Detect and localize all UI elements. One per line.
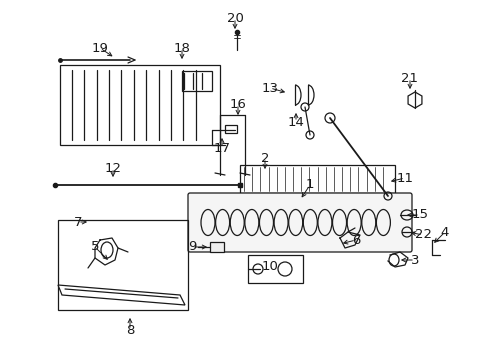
Text: 19: 19: [91, 41, 108, 54]
FancyBboxPatch shape: [187, 193, 411, 252]
Text: 9: 9: [187, 240, 196, 253]
Text: 14: 14: [287, 116, 304, 129]
Text: 10: 10: [261, 261, 278, 274]
Bar: [60, 65, 220, 145]
Text: 1: 1: [305, 179, 314, 192]
Bar: [209, 242, 224, 252]
Text: 15: 15: [411, 208, 427, 221]
Text: 11: 11: [396, 171, 413, 184]
Bar: [224, 125, 237, 133]
Text: 7: 7: [74, 216, 82, 229]
Text: 21: 21: [401, 72, 418, 85]
Bar: [240, 165, 394, 193]
Text: 17: 17: [213, 141, 230, 154]
Bar: [247, 255, 303, 283]
Text: 6: 6: [351, 234, 360, 247]
Text: 4: 4: [440, 225, 448, 238]
Text: 16: 16: [229, 98, 246, 111]
Bar: [182, 71, 212, 91]
Text: 5: 5: [91, 240, 99, 253]
Text: 3: 3: [410, 253, 418, 266]
Text: 2: 2: [260, 152, 269, 165]
Bar: [58, 220, 187, 310]
Text: 18: 18: [173, 41, 190, 54]
Text: 22: 22: [414, 229, 430, 242]
Text: 20: 20: [226, 12, 243, 24]
Text: 12: 12: [104, 162, 121, 175]
Polygon shape: [58, 285, 184, 305]
Text: 13: 13: [261, 81, 278, 94]
Text: 8: 8: [125, 324, 134, 337]
